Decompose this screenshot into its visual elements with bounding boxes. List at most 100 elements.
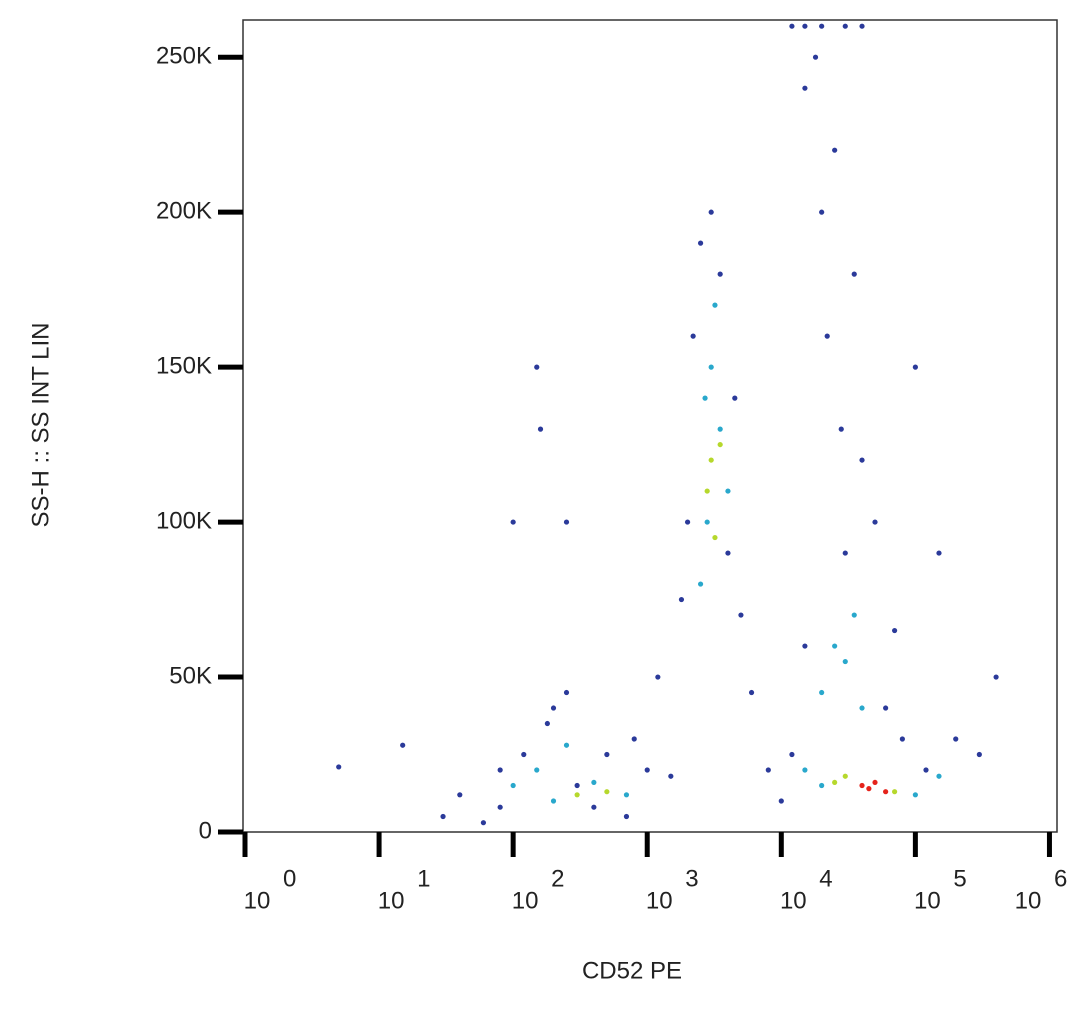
data-point	[704, 519, 710, 525]
data-point	[702, 395, 708, 401]
data-point	[631, 736, 637, 742]
plot-frame	[242, 19, 1058, 833]
y-tick-label: 50K	[169, 662, 212, 689]
data-point	[521, 751, 527, 758]
data-point	[510, 519, 516, 525]
data-point	[778, 798, 784, 804]
data-point	[591, 804, 597, 810]
data-point	[838, 426, 844, 432]
x-tick-label: 10	[378, 887, 405, 914]
data-point	[859, 782, 865, 789]
data-point	[819, 689, 825, 696]
data-point	[832, 779, 838, 786]
data-point	[440, 813, 446, 820]
x-tick-exponent: 5	[953, 865, 966, 892]
data-point	[832, 643, 838, 649]
data-point	[704, 488, 710, 494]
data-point	[936, 550, 942, 556]
data-point	[832, 147, 838, 153]
data-point	[812, 54, 819, 60]
data-point	[604, 789, 610, 795]
data-point	[510, 782, 516, 789]
data-point	[923, 767, 929, 773]
x-axis-title: CD52 PE	[582, 957, 682, 984]
data-point	[697, 240, 704, 246]
data-point	[563, 742, 570, 748]
x-tick-label: 10	[914, 887, 941, 914]
data-point	[936, 773, 942, 779]
data-point	[544, 720, 550, 727]
x-tick-label: 10	[1015, 887, 1042, 914]
data-point	[976, 751, 982, 758]
data-point	[400, 742, 406, 748]
data-point	[748, 689, 755, 696]
data-point	[725, 550, 731, 556]
y-tick-label: 250K	[156, 43, 212, 70]
x-tick-label: 10	[512, 887, 539, 914]
data-point	[574, 782, 580, 789]
data-point	[802, 767, 808, 773]
x-tick-exponent: 0	[283, 865, 296, 892]
data-point	[765, 767, 771, 773]
data-point	[892, 789, 898, 795]
data-point	[457, 792, 463, 798]
data-point	[993, 674, 999, 680]
data-point	[684, 519, 691, 525]
data-point	[819, 23, 825, 29]
data-point	[623, 813, 630, 820]
data-point	[842, 658, 848, 665]
data-point	[563, 519, 570, 525]
x-tick-exponent: 1	[417, 865, 430, 892]
data-point	[534, 767, 540, 773]
data-point	[866, 786, 872, 792]
data-point	[668, 773, 674, 779]
data-point	[802, 85, 808, 91]
data-point	[883, 789, 889, 795]
data-point	[842, 550, 848, 556]
data-point	[591, 779, 597, 786]
data-point	[802, 23, 808, 29]
data-point	[912, 364, 918, 370]
x-tick-exponent: 3	[685, 865, 698, 892]
data-point	[859, 457, 865, 463]
data-point	[717, 441, 723, 448]
data-point	[738, 612, 744, 618]
x-tick-exponent: 4	[819, 865, 832, 892]
data-point	[819, 209, 825, 215]
data-point	[678, 596, 685, 603]
data-point	[883, 705, 889, 711]
data-point	[789, 23, 795, 29]
data-point	[892, 627, 898, 634]
data-point	[842, 773, 848, 779]
y-tick-label: 200K	[156, 197, 212, 224]
data-point	[819, 782, 825, 789]
data-point	[697, 581, 704, 587]
data-point	[574, 792, 580, 798]
data-point	[480, 820, 487, 826]
data-point	[690, 333, 696, 339]
data-point	[550, 798, 557, 804]
data-point	[872, 779, 878, 786]
data-point	[623, 792, 630, 798]
data-point	[824, 333, 830, 339]
data-point	[708, 457, 714, 463]
data-point	[872, 519, 878, 525]
data-point	[732, 395, 738, 401]
x-tick-label: 10	[244, 887, 271, 914]
data-point	[717, 271, 723, 277]
data-point	[708, 364, 714, 370]
data-point	[644, 767, 650, 773]
data-point	[534, 364, 540, 370]
data-point	[717, 426, 723, 432]
y-tick-label: 150K	[156, 352, 212, 379]
data-point	[851, 612, 857, 618]
x-tick-label: 10	[780, 887, 807, 914]
data-point	[497, 767, 503, 773]
x-tick-exponent: 2	[551, 865, 564, 892]
x-tick-exponent: 6	[1054, 865, 1067, 892]
data-point	[859, 23, 865, 29]
data-point	[912, 792, 918, 798]
data-point	[708, 209, 714, 215]
data-point	[953, 736, 959, 742]
